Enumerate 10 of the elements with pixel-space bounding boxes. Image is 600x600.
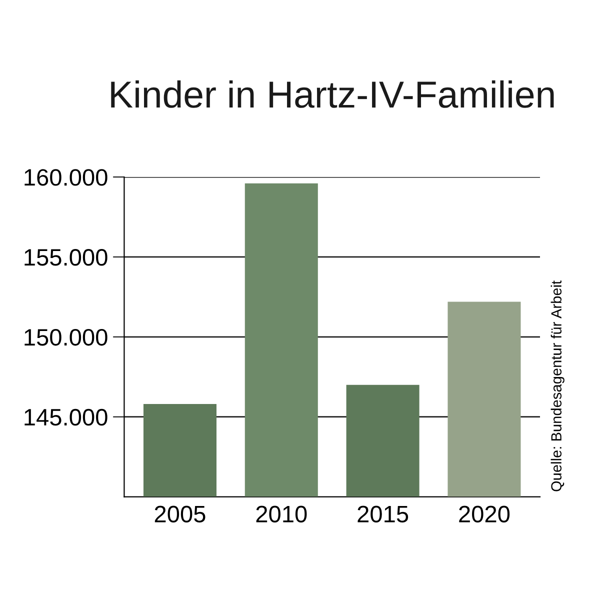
x-tick-label: 2010 [256, 506, 307, 522]
x-tick-label: 2020 [459, 506, 510, 522]
x-tick-label: 2015 [358, 506, 408, 522]
y-tick-label: 145.000 [24, 408, 108, 426]
source-note: Quelle: Bundesagentur für Arbeit [550, 280, 564, 492]
y-tick-label: 150.000 [24, 328, 108, 346]
y-tick-label: 155.000 [24, 249, 108, 266]
chart-title: Kinder in Hartz-IV-Familien [111, 80, 554, 108]
y-tick-label: 160.000 [24, 169, 108, 186]
x-tick-label: 2005 [154, 506, 206, 522]
